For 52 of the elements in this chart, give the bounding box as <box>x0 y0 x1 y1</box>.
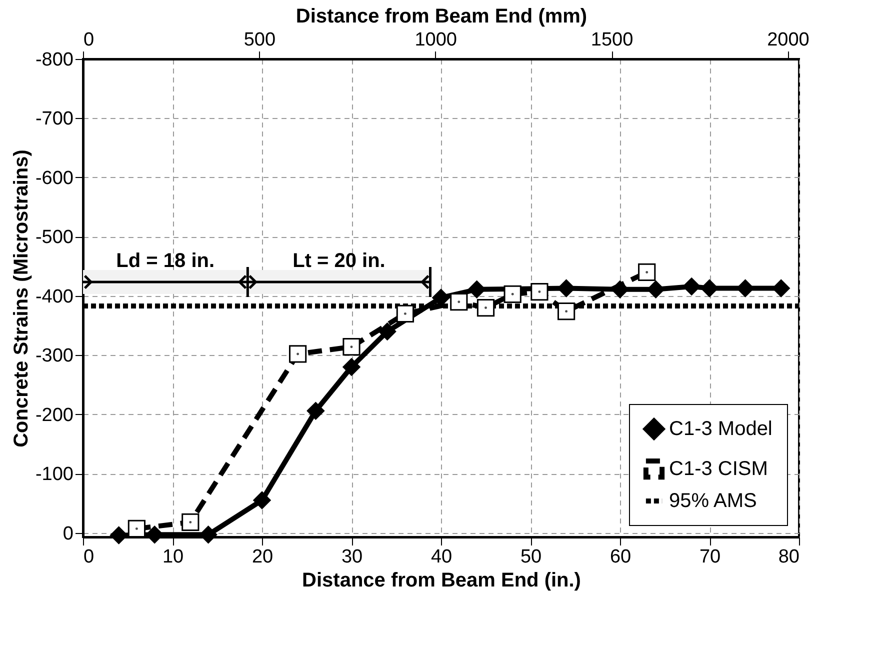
y-tick-label: -200 <box>35 404 74 426</box>
x-tick-label: 40 <box>430 546 452 568</box>
x-tick-label: 50 <box>520 546 542 568</box>
y-axis-title: Concrete Strains (Microstrains) <box>10 150 32 448</box>
legend-label: C1-3 CISM <box>669 458 768 480</box>
x-tick-label: 30 <box>341 546 363 568</box>
y-tick-label: -600 <box>35 168 74 189</box>
point <box>530 282 548 301</box>
y-tick-label: -400 <box>35 286 74 308</box>
x-tick-label: 60 <box>610 546 632 568</box>
x-tick-label: 20 <box>252 546 274 568</box>
y-tick-label: -700 <box>35 108 74 130</box>
band-label: Ld = 18 in. <box>116 250 215 272</box>
point <box>342 358 360 376</box>
x2-tick-label: 0 <box>84 30 94 50</box>
legend-label: C1-3 Model <box>669 418 772 440</box>
point <box>342 338 360 356</box>
point <box>557 302 576 320</box>
point <box>182 513 200 532</box>
y-tick-label: -100 <box>35 464 74 486</box>
point <box>638 263 656 282</box>
point <box>450 293 468 311</box>
x-tick-label: 10 <box>162 546 184 568</box>
point <box>306 402 325 420</box>
point <box>253 491 271 510</box>
x-tick-label: 70 <box>699 546 721 568</box>
point <box>504 285 522 303</box>
point <box>468 280 486 298</box>
x2-tick-label: 1500 <box>590 30 634 50</box>
band-label: Lt = 20 in. <box>292 250 386 272</box>
y-tick-label: -500 <box>35 227 74 248</box>
y-tick-label: -300 <box>35 346 74 367</box>
point <box>682 278 700 296</box>
point <box>772 279 790 298</box>
point <box>700 279 718 298</box>
point <box>146 526 164 544</box>
x2-tick-label: 2000 <box>767 30 810 50</box>
x-tick-label: 80 <box>778 546 800 568</box>
x-tick-label: 0 <box>84 546 94 568</box>
point <box>288 345 307 363</box>
point <box>396 304 414 323</box>
point <box>378 322 396 340</box>
y-tick-label: 0 <box>62 523 74 544</box>
y-tick-label: -800 <box>35 50 74 70</box>
x-axis-title: Distance from Beam End (in.) <box>302 570 581 592</box>
x2-tick-label: 1000 <box>414 30 458 50</box>
legend-label: 95% AMS <box>669 490 757 512</box>
x2-tick-label: 500 <box>244 30 276 50</box>
x2-axis-title: Distance from Beam End (mm) <box>296 6 588 28</box>
point <box>611 280 629 298</box>
point <box>128 520 146 538</box>
point <box>476 298 495 317</box>
